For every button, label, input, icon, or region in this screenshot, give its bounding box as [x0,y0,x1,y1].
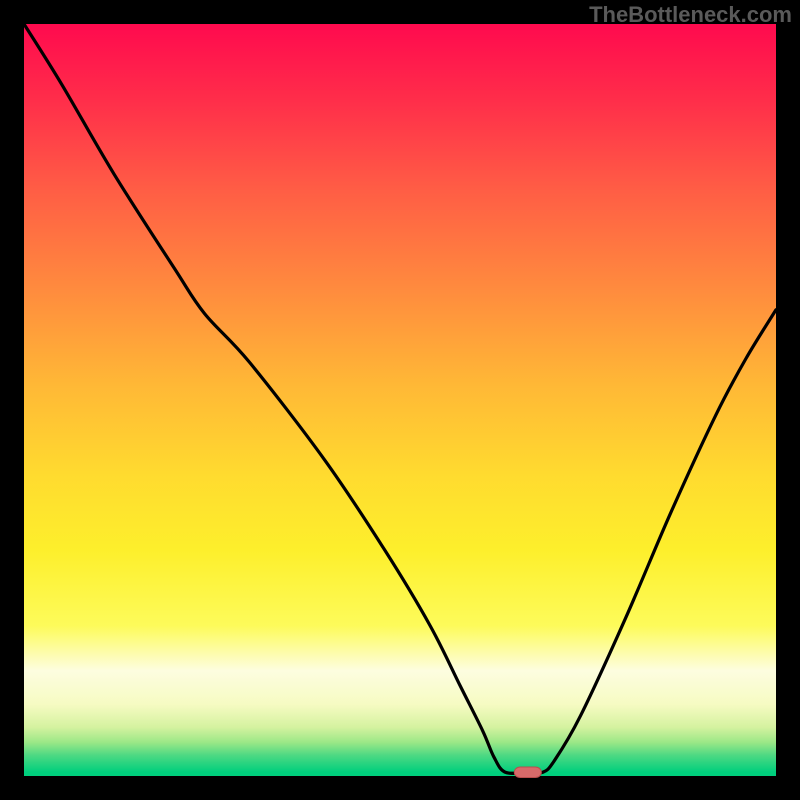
chart-container: TheBottleneck.com [0,0,800,800]
watermark-label: TheBottleneck.com [589,2,792,28]
chart-background [24,24,776,776]
optimal-marker [514,767,541,778]
bottleneck-chart [0,0,800,800]
